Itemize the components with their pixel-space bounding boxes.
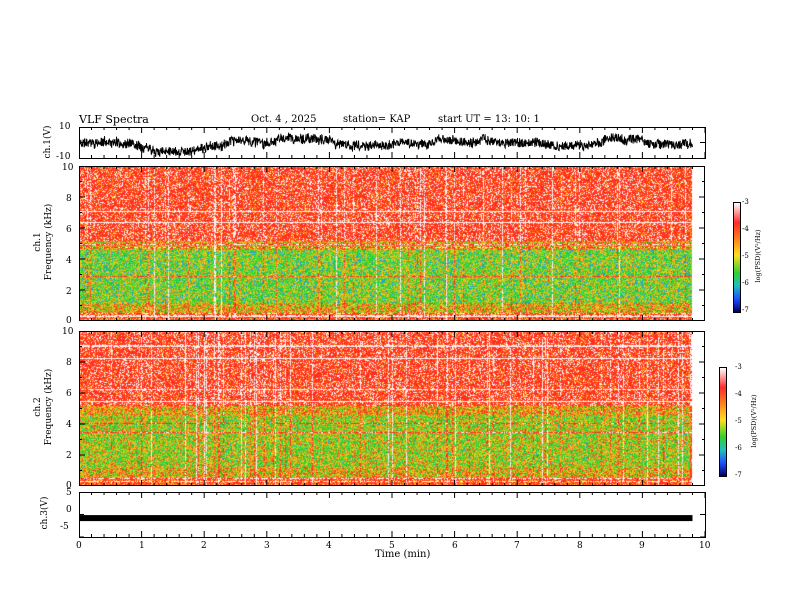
station-label: station= KAP [343, 114, 411, 125]
ch1-cb-tick-m3: -3 [742, 198, 749, 206]
time-tick-3: 3 [264, 541, 270, 551]
ch1-freq-tick-4: 4 [66, 256, 72, 266]
ch3-ytick-m5: -5 [60, 522, 69, 532]
time-tick-8: 8 [577, 541, 583, 551]
ch2-spectrogram-axes [79, 331, 705, 486]
ch2-colorbar-label: log(PSD)(V²/Hz) [750, 394, 758, 448]
ch2-channel-label: ch.2 [33, 397, 43, 417]
ch2-freq-tick-0: 0 [66, 481, 72, 491]
ch2-spectrogram-frame [79, 331, 705, 486]
ch1-freq-tick-8: 8 [66, 194, 72, 204]
start-ut-label: start UT = 13: 10: 1 [438, 114, 540, 125]
figure-title: VLF Spectra [79, 113, 149, 126]
ch2-cb-tick-m7: -7 [735, 471, 742, 479]
date-label: Oct. 4 , 2025 [251, 114, 317, 125]
ch1-ytick-top: 10 [59, 122, 71, 132]
ch1-colorbar-label: log(PSD)(V²/Hz) [754, 229, 762, 283]
ch2-cb-tick-m3: -3 [735, 363, 742, 371]
time-xlabel: Time (min) [375, 549, 431, 560]
ch1-waveform-plot [79, 127, 706, 159]
time-tick-0: 0 [76, 541, 82, 551]
time-tick-1: 1 [139, 541, 145, 551]
ch2-cb-tick-m5: -5 [735, 417, 742, 425]
ch2-colorbar [719, 367, 727, 477]
ch1-freq-tick-0: 0 [66, 316, 72, 326]
ch2-freq-tick-2: 2 [66, 451, 72, 461]
ch3-ytick-0: 0 [66, 505, 72, 515]
time-tick-5: 5 [389, 541, 395, 551]
ch1-spectrogram-image [79, 166, 705, 321]
ch1-spectrogram-frame [79, 166, 705, 321]
ch2-cb-tick-m4: -4 [735, 390, 742, 398]
ch1-spectrogram-frame [79, 166, 705, 321]
ch2-spectrogram-frame [79, 331, 705, 486]
ch1-freq-tick-10: 10 [62, 163, 74, 173]
ch3-voltage-ylabel: ch.3(V) [40, 496, 50, 530]
time-tick-10: 10 [699, 541, 711, 551]
ch1-ytick-bottom: -10 [56, 152, 71, 162]
ch1-cb-tick-m6: -6 [742, 279, 749, 287]
ch3-waveform-frame [79, 492, 706, 538]
time-tick-4: 4 [326, 541, 332, 551]
ch2-spectrogram-image [79, 331, 705, 486]
ch1-cb-tick-m5: -5 [742, 252, 749, 260]
ch3-waveform-plot [79, 492, 706, 538]
ch3-ytick-5: 5 [66, 488, 72, 498]
ch1-channel-label: ch.1 [33, 232, 43, 252]
ch2-freq-tick-4: 4 [66, 420, 72, 430]
ch1-colorbar [733, 202, 741, 313]
ch1-spectrogram-axes [79, 166, 705, 321]
ch2-freq-tick-8: 8 [66, 358, 72, 368]
time-tick-6: 6 [452, 541, 458, 551]
ch2-cb-tick-m6: -6 [735, 444, 742, 452]
ch2-frequency-ylabel: Frequency (kHz) [44, 368, 54, 446]
time-tick-9: 9 [639, 541, 645, 551]
ch2-freq-tick-10: 10 [62, 327, 74, 337]
ch1-frequency-ylabel: Frequency (kHz) [44, 203, 54, 281]
ch1-cb-tick-m7: -7 [742, 306, 749, 314]
time-tick-2: 2 [201, 541, 207, 551]
ch2-freq-tick-6: 6 [66, 389, 72, 399]
ch1-cb-tick-m4: -4 [742, 225, 749, 233]
time-tick-7: 7 [514, 541, 520, 551]
ch1-freq-tick-2: 2 [66, 287, 72, 297]
ch3-waveform-trace [79, 515, 693, 522]
ch1-freq-tick-6: 6 [66, 225, 72, 235]
ch1-voltage-ylabel: ch.1(V) [43, 125, 53, 159]
ch1-waveform-trace [79, 132, 693, 157]
